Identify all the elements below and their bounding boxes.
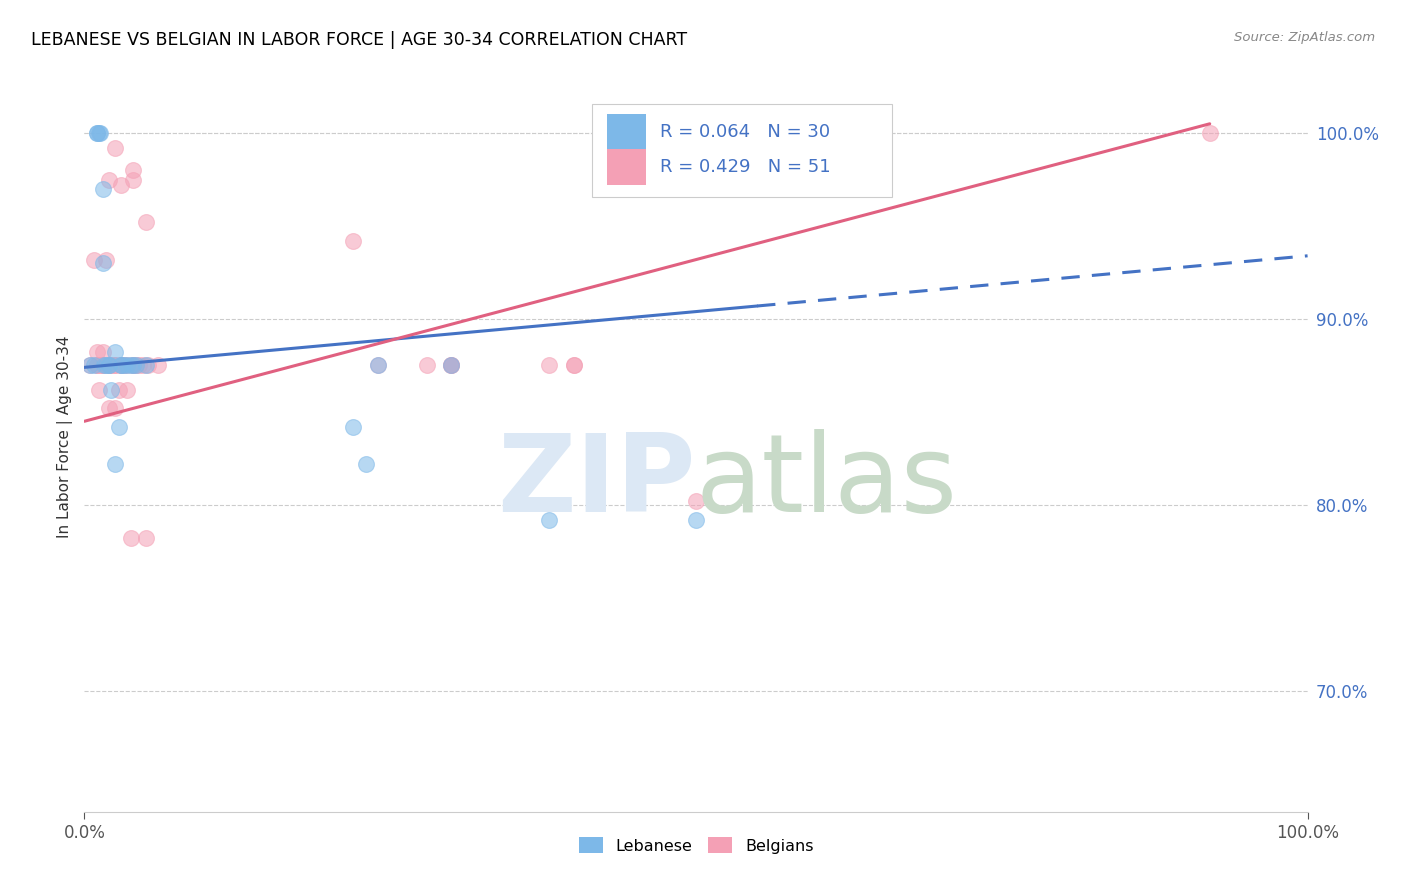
Point: [112, 359, 135, 373]
Point: [128, 359, 150, 373]
Text: R = 0.064   N = 30: R = 0.064 N = 30: [661, 123, 831, 141]
Point: [115, 383, 138, 397]
Point: [104, 359, 127, 373]
Point: [115, 359, 138, 373]
Point: [416, 359, 439, 373]
Point: [440, 359, 463, 373]
Point: [110, 178, 132, 193]
Point: [79, 359, 101, 373]
Bar: [606, 114, 645, 150]
Point: [89, 126, 111, 140]
Point: [110, 359, 132, 373]
FancyBboxPatch shape: [592, 103, 891, 197]
Point: [104, 359, 127, 373]
Point: [685, 513, 707, 527]
Point: [87, 383, 110, 397]
Point: [107, 383, 129, 397]
Point: [112, 359, 135, 373]
Point: [104, 141, 127, 155]
Point: [135, 532, 157, 546]
Point: [79, 359, 101, 373]
Text: LEBANESE VS BELGIAN IN LABOR FORCE | AGE 30-34 CORRELATION CHART: LEBANESE VS BELGIAN IN LABOR FORCE | AGE…: [31, 31, 688, 49]
Point: [115, 359, 138, 373]
Point: [97, 359, 120, 373]
Point: [110, 359, 132, 373]
Point: [97, 359, 120, 373]
Point: [125, 359, 148, 373]
Point: [97, 401, 120, 416]
Point: [93, 359, 115, 373]
Point: [83, 252, 105, 267]
Text: R = 0.429   N = 51: R = 0.429 N = 51: [661, 159, 831, 177]
Point: [135, 215, 157, 229]
Point: [122, 359, 145, 373]
Point: [91, 359, 114, 373]
Point: [110, 359, 132, 373]
Point: [91, 256, 114, 270]
Point: [135, 359, 157, 373]
Point: [146, 359, 169, 373]
Point: [110, 359, 132, 373]
Text: ZIP: ZIP: [498, 429, 696, 535]
Point: [86, 359, 108, 373]
Point: [89, 359, 111, 373]
Point: [367, 359, 389, 373]
Point: [367, 359, 389, 373]
Point: [91, 182, 114, 196]
Text: Source: ZipAtlas.com: Source: ZipAtlas.com: [1234, 31, 1375, 45]
Point: [120, 359, 142, 373]
Point: [538, 513, 561, 527]
Point: [122, 359, 145, 373]
Point: [100, 383, 122, 397]
Legend: Lebanese, Belgians: Lebanese, Belgians: [572, 830, 820, 860]
Point: [104, 345, 127, 359]
Point: [97, 359, 120, 373]
Point: [342, 420, 364, 434]
Text: atlas: atlas: [696, 429, 957, 535]
Point: [110, 359, 132, 373]
Point: [538, 359, 561, 373]
Point: [122, 359, 145, 373]
Point: [440, 359, 463, 373]
Point: [120, 532, 142, 546]
Point: [104, 457, 127, 471]
Point: [122, 163, 145, 178]
Bar: [606, 149, 645, 186]
Point: [685, 494, 707, 508]
Point: [96, 359, 118, 373]
Point: [100, 359, 122, 373]
Point: [107, 420, 129, 434]
Point: [136, 359, 159, 373]
Point: [86, 359, 108, 373]
Point: [354, 457, 377, 471]
Point: [342, 234, 364, 248]
Point: [87, 126, 110, 140]
Point: [440, 359, 463, 373]
Point: [104, 401, 127, 416]
Point: [91, 359, 114, 373]
Point: [562, 359, 585, 373]
Point: [440, 359, 463, 373]
Point: [86, 126, 108, 140]
Point: [83, 359, 105, 373]
Point: [91, 345, 114, 359]
Point: [562, 359, 585, 373]
Point: [122, 172, 145, 186]
Point: [86, 126, 108, 140]
Point: [97, 172, 120, 186]
Point: [96, 252, 118, 267]
Point: [132, 359, 155, 373]
Point: [1198, 126, 1220, 140]
Y-axis label: In Labor Force | Age 30-34: In Labor Force | Age 30-34: [58, 335, 73, 539]
Point: [125, 359, 148, 373]
Point: [86, 345, 108, 359]
Point: [97, 359, 120, 373]
